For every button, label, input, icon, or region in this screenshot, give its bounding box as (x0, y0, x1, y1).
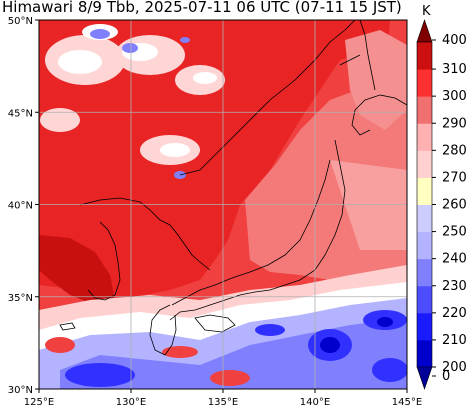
colorbar-segment (417, 123, 432, 151)
northern-cold-spots (90, 29, 190, 179)
colorbar-tick-label: 260 (442, 198, 467, 213)
lat-tick-label: 30°N (8, 385, 33, 396)
coast-hokkaido (351, 94, 407, 136)
colorbar-tick-label: 270 (442, 170, 467, 185)
colorbar-tick-label: 310 (442, 62, 467, 77)
coast-honshu-west (171, 159, 331, 306)
colorbar-segment (417, 312, 432, 341)
colorbar-tick-label: 290 (442, 116, 467, 131)
map-title: Himawari 8/9 Tbb, 2025-07-11 06 UTC (07-… (2, 0, 402, 16)
lon-tick-label: 130°E (116, 397, 146, 408)
longitude-labels: 125°E 130°E 135°E 140°E 145°E (24, 389, 422, 408)
lon-tick-label: 145°E (392, 397, 422, 408)
colorbar-tick-label: 300 (442, 89, 467, 104)
coast-korea (87, 221, 121, 301)
latitude-labels: 30°N 35°N 40°N 45°N 50°N (8, 16, 39, 396)
colorbar-segment (417, 339, 432, 368)
coast-jeju (59, 322, 76, 331)
colorbar-segment (417, 204, 432, 233)
coast-shikoku (194, 314, 236, 333)
korea-warm-patch (39, 235, 115, 305)
coastlines (59, 20, 407, 356)
colorbar-segment (417, 258, 432, 287)
colorbar-segment (417, 177, 432, 205)
colorbar-segment (417, 69, 432, 97)
colorbar-segment (417, 42, 432, 70)
colorbar-segment (417, 231, 432, 260)
colorbar-tick-label: 400 (442, 33, 467, 48)
colorbar-tick-label: 250 (442, 225, 467, 240)
colorbar-tick-label: 230 (442, 279, 467, 294)
colorbar-extend-min (416, 366, 433, 390)
lat-tick-label: 50°N (8, 16, 33, 27)
lat-tick-label: 45°N (8, 108, 33, 119)
coast-sakhalin (359, 20, 376, 91)
colorbar-segment (417, 96, 432, 124)
colorbar-tick-label: 280 (442, 143, 467, 158)
coast-amur (179, 54, 361, 176)
colorbar-tick-label: 220 (442, 306, 467, 321)
colorbar-tick-label: 200 (442, 360, 467, 375)
coast-russia (199, 20, 356, 171)
very-deep-convection (320, 317, 393, 353)
lat-tick-label: 35°N (8, 293, 33, 304)
lon-tick-label: 135°E (208, 397, 238, 408)
colorbar-segment (417, 285, 432, 314)
colorbar-extend-max (416, 19, 433, 43)
deep-convection-cells (65, 310, 407, 387)
coast-china-korea (79, 197, 211, 271)
pacific-pink-field (330, 160, 407, 250)
continent-field (39, 20, 390, 300)
coast-honshu (169, 139, 346, 321)
colorbar-tick-label: 240 (442, 252, 467, 267)
lat-tick-label: 40°N (8, 201, 33, 212)
colorbar-segment (417, 150, 432, 178)
colorbar-tick-label: 210 (442, 333, 467, 348)
colorbar-tick-label: 0 (442, 369, 450, 384)
coast-kyushu (149, 304, 177, 356)
lon-tick-label: 140°E (300, 397, 330, 408)
gridlines (39, 20, 407, 389)
lon-tick-label: 125°E (24, 397, 54, 408)
southern-warm-spots (45, 337, 250, 386)
colorbar-unit: K (422, 4, 431, 19)
